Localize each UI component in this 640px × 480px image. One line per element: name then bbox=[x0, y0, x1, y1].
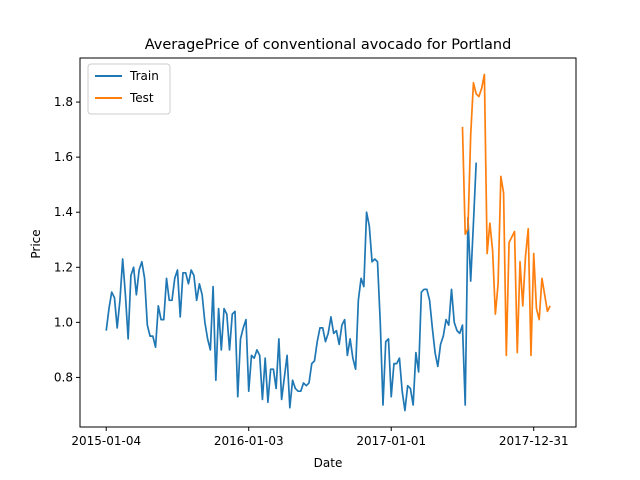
x-ticks: 2015-01-04 2016-01-03 2017-01-01 2017-12-31 bbox=[71, 427, 569, 448]
series-layer bbox=[105, 73, 551, 412]
y-axis-label: Price bbox=[29, 229, 43, 258]
y-tick-label: 1.6 bbox=[54, 150, 73, 164]
y-tick-label: 1.8 bbox=[54, 95, 73, 109]
x-tick-label: 2015-01-04 bbox=[71, 434, 141, 448]
y-tick-label: 0.8 bbox=[54, 370, 73, 384]
y-ticks: 0.8 1.0 1.2 1.4 1.6 1.8 bbox=[54, 95, 80, 384]
x-tick-label: 2017-12-31 bbox=[499, 434, 569, 448]
y-tick-label: 1.4 bbox=[54, 205, 73, 219]
series-line-test bbox=[461, 73, 551, 357]
series-line-train bbox=[105, 162, 478, 412]
y-tick-label: 1.2 bbox=[54, 260, 73, 274]
plot-frame bbox=[79, 57, 577, 428]
x-axis-label: Date bbox=[314, 456, 343, 470]
x-tick-label: 2016-01-03 bbox=[214, 434, 284, 448]
legend-label-train: Train bbox=[129, 69, 159, 83]
y-tick-label: 1.0 bbox=[54, 315, 73, 329]
legend: Train Test bbox=[87, 63, 171, 115]
legend-label-test: Test bbox=[129, 91, 154, 105]
x-tick-label: 2017-01-01 bbox=[356, 434, 426, 448]
chart-title: AveragePrice of conventional avocado for… bbox=[145, 37, 512, 53]
